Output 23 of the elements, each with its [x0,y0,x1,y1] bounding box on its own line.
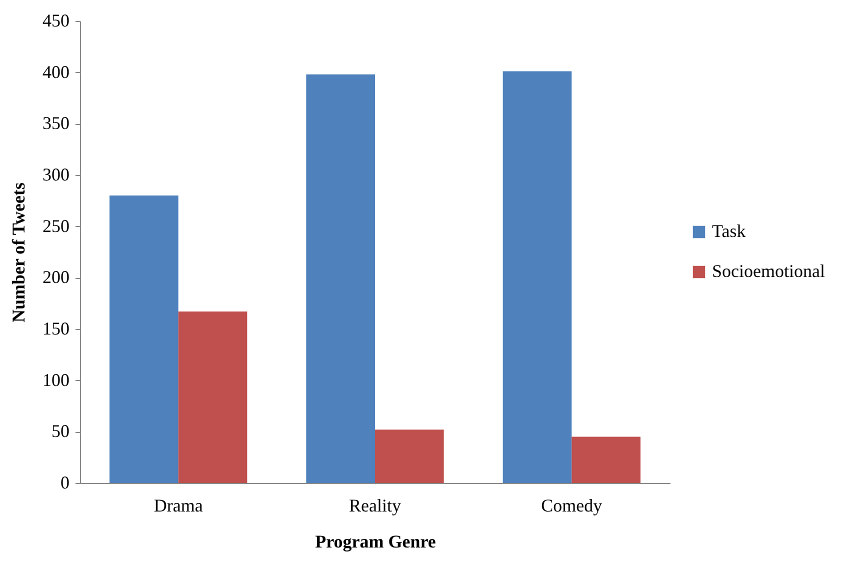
bar [375,430,444,483]
y-tick-label: 450 [42,10,70,30]
y-tick-label: 250 [42,216,70,236]
x-tick-label: Reality [349,496,401,516]
legend-label: Socioemotional [712,261,825,281]
bar [502,71,572,483]
x-tick-label: Drama [154,496,203,516]
y-tick-label: 300 [42,164,70,184]
legend-label: Task [712,221,746,241]
x-tick-label: Comedy [541,496,602,516]
bar [110,196,178,483]
y-tick-label: 400 [42,62,70,82]
bar [572,436,640,483]
y-tick-label: 200 [42,267,70,288]
y-tick-label: 0 [60,472,70,492]
y-tick-label: 150 [42,318,70,338]
x-axis-title: Program Genre [315,532,436,552]
bar [306,74,375,483]
bar [178,312,248,483]
y-tick-label: 50 [52,421,70,442]
y-tick-label: 350 [42,113,70,134]
y-axis-title: Number of Tweets [8,182,28,322]
y-tick-label: 100 [42,370,70,390]
